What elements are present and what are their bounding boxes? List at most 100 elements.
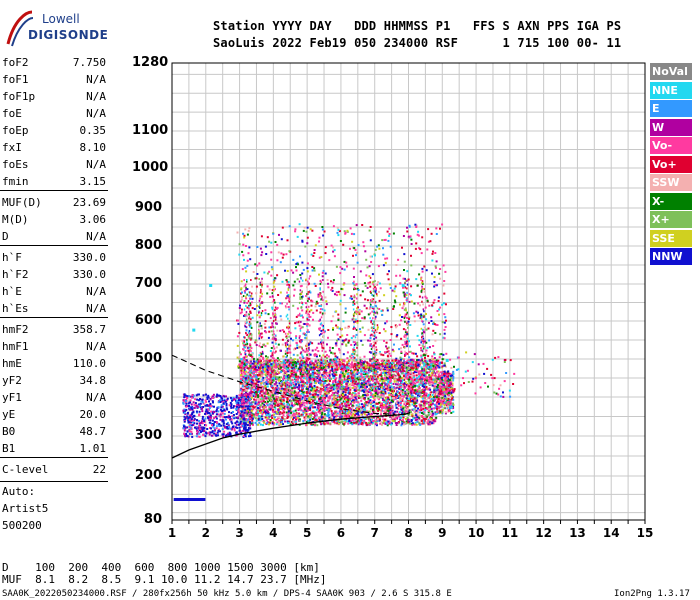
x-tick-label: 13 [569, 526, 586, 540]
ionogram-echoes [173, 223, 516, 501]
param-key: h`F2 [2, 268, 29, 281]
param-separator [0, 190, 108, 191]
param-separator [0, 457, 108, 458]
muf-row: MUF 8.1 8.2 8.5 9.1 10.0 11.2 14.7 23.7 … [2, 573, 327, 586]
virtual-height-dashed-line [171, 354, 396, 415]
param-value: N/A [86, 340, 106, 353]
y-tick-label: 800 [134, 238, 162, 253]
y-tick-label: 1100 [132, 123, 169, 138]
param-row: foEp 0.35 [2, 124, 106, 141]
x-tick-label: 12 [535, 526, 552, 540]
param-separator [0, 245, 108, 246]
param-value: 22 [92, 463, 106, 476]
param-value: 1.01 [79, 442, 107, 455]
param-value: 3.15 [79, 175, 107, 188]
param-key: yE [2, 408, 16, 421]
param-key: foF1 [2, 73, 29, 86]
x-tick-label: 8 [404, 526, 413, 540]
param-key: foE [2, 107, 22, 120]
x-tick-label: 1 [167, 526, 177, 540]
param-key: fmin [2, 175, 29, 188]
param-value: 330.0 [72, 268, 106, 281]
param-value: 110.0 [72, 357, 106, 370]
param-key: fxI [2, 141, 22, 154]
param-row: B0 48.7 [2, 425, 106, 442]
legend-item: NNE [650, 81, 692, 99]
legend-item: SSW [650, 174, 692, 191]
param-row: fmin 3.15 [2, 175, 106, 192]
param-row: foE N/A [2, 107, 106, 124]
auto-artist-line: Auto: [2, 485, 36, 498]
param-key: h`F [2, 251, 22, 264]
param-value: 7.750 [72, 56, 106, 69]
param-value: 358.7 [72, 323, 106, 336]
param-key: C-level [2, 463, 49, 476]
legend-item: E [650, 100, 692, 117]
param-row: yE 20.0 [2, 408, 106, 425]
param-key: yF2 [2, 374, 22, 387]
footer-file-info: SAA0K_2022050234000.RSF / 280fx256h 50 k… [2, 589, 452, 599]
x-tick-label: 3 [235, 526, 244, 540]
param-key: hmF2 [2, 323, 29, 336]
plot-frame [171, 62, 646, 521]
param-value: N/A [86, 107, 106, 120]
legend-item: W [650, 118, 692, 136]
param-key: h`E [2, 285, 22, 298]
param-separator [0, 317, 108, 318]
param-value: 3.06 [79, 213, 107, 226]
param-row: h`F2 330.0 [2, 268, 106, 285]
x-tick-label: 4 [269, 526, 278, 540]
param-value: N/A [86, 230, 106, 243]
x-tick-label: 10 [467, 526, 485, 540]
logo-swoosh-icon [6, 10, 34, 47]
footer-version: Ion2Png 1.3.17 [614, 589, 690, 599]
x-tick-label: 7 [370, 526, 379, 540]
param-key: B1 [2, 442, 16, 455]
param-row: fxI 8.10 [2, 141, 106, 158]
legend-item: Vo- [650, 137, 692, 154]
y-tick-label: 500 [134, 351, 162, 366]
legend-item: NoVal [650, 63, 692, 80]
digisonde-logo: Lowell DIGISONDE [4, 8, 124, 48]
true-height-profile-line [171, 411, 411, 459]
param-row: hmF2 358.7 [2, 323, 106, 340]
param-key: yF1 [2, 391, 22, 404]
param-value: 0.35 [79, 124, 107, 137]
y-tick-label: 1000 [132, 160, 169, 175]
param-key: MUF(D) [2, 196, 42, 209]
param-row: foEs N/A [2, 158, 106, 175]
x-tick-label: 15 [636, 526, 654, 540]
param-value: 8.10 [79, 141, 107, 154]
legend-item: X- [650, 192, 692, 210]
param-key: D [2, 230, 9, 243]
param-key: hmF1 [2, 340, 29, 353]
y-tick-label: 80 [143, 512, 162, 527]
y-tick-label: 300 [134, 428, 162, 443]
param-key: foF1p [2, 90, 36, 103]
param-key: h`Es [2, 302, 29, 315]
y-tick-label: 200 [134, 468, 162, 483]
param-value: N/A [86, 391, 106, 404]
auto-artist-line: 500200 [2, 519, 42, 532]
param-row: h`E N/A [2, 285, 106, 302]
y-tick-label: 600 [134, 313, 162, 328]
y-tick-label: 900 [134, 200, 162, 215]
auto-artist-line: Artist5 [2, 502, 49, 515]
x-tick-label: 5 [302, 526, 312, 540]
y-tick-label: 700 [134, 276, 162, 291]
param-value: 23.69 [72, 196, 106, 209]
x-tick-label: 2 [201, 526, 210, 540]
logo-lowell-text: Lowell [42, 12, 80, 26]
param-row: hmE 110.0 [2, 357, 106, 374]
param-row: foF1 N/A [2, 73, 106, 90]
header-labels: Station YYYY DAY DDD HHMMSS P1 FFS S AXN… [213, 19, 622, 33]
x-tick-label: 6 [336, 526, 346, 540]
param-value: N/A [86, 73, 106, 86]
param-value: N/A [86, 158, 106, 171]
param-row: M(D) 3.06 [2, 213, 106, 230]
param-row: B1 1.01 [2, 442, 106, 459]
param-value: N/A [86, 90, 106, 103]
param-row: MUF(D) 23.69 [2, 196, 106, 213]
param-key: B0 [2, 425, 16, 438]
